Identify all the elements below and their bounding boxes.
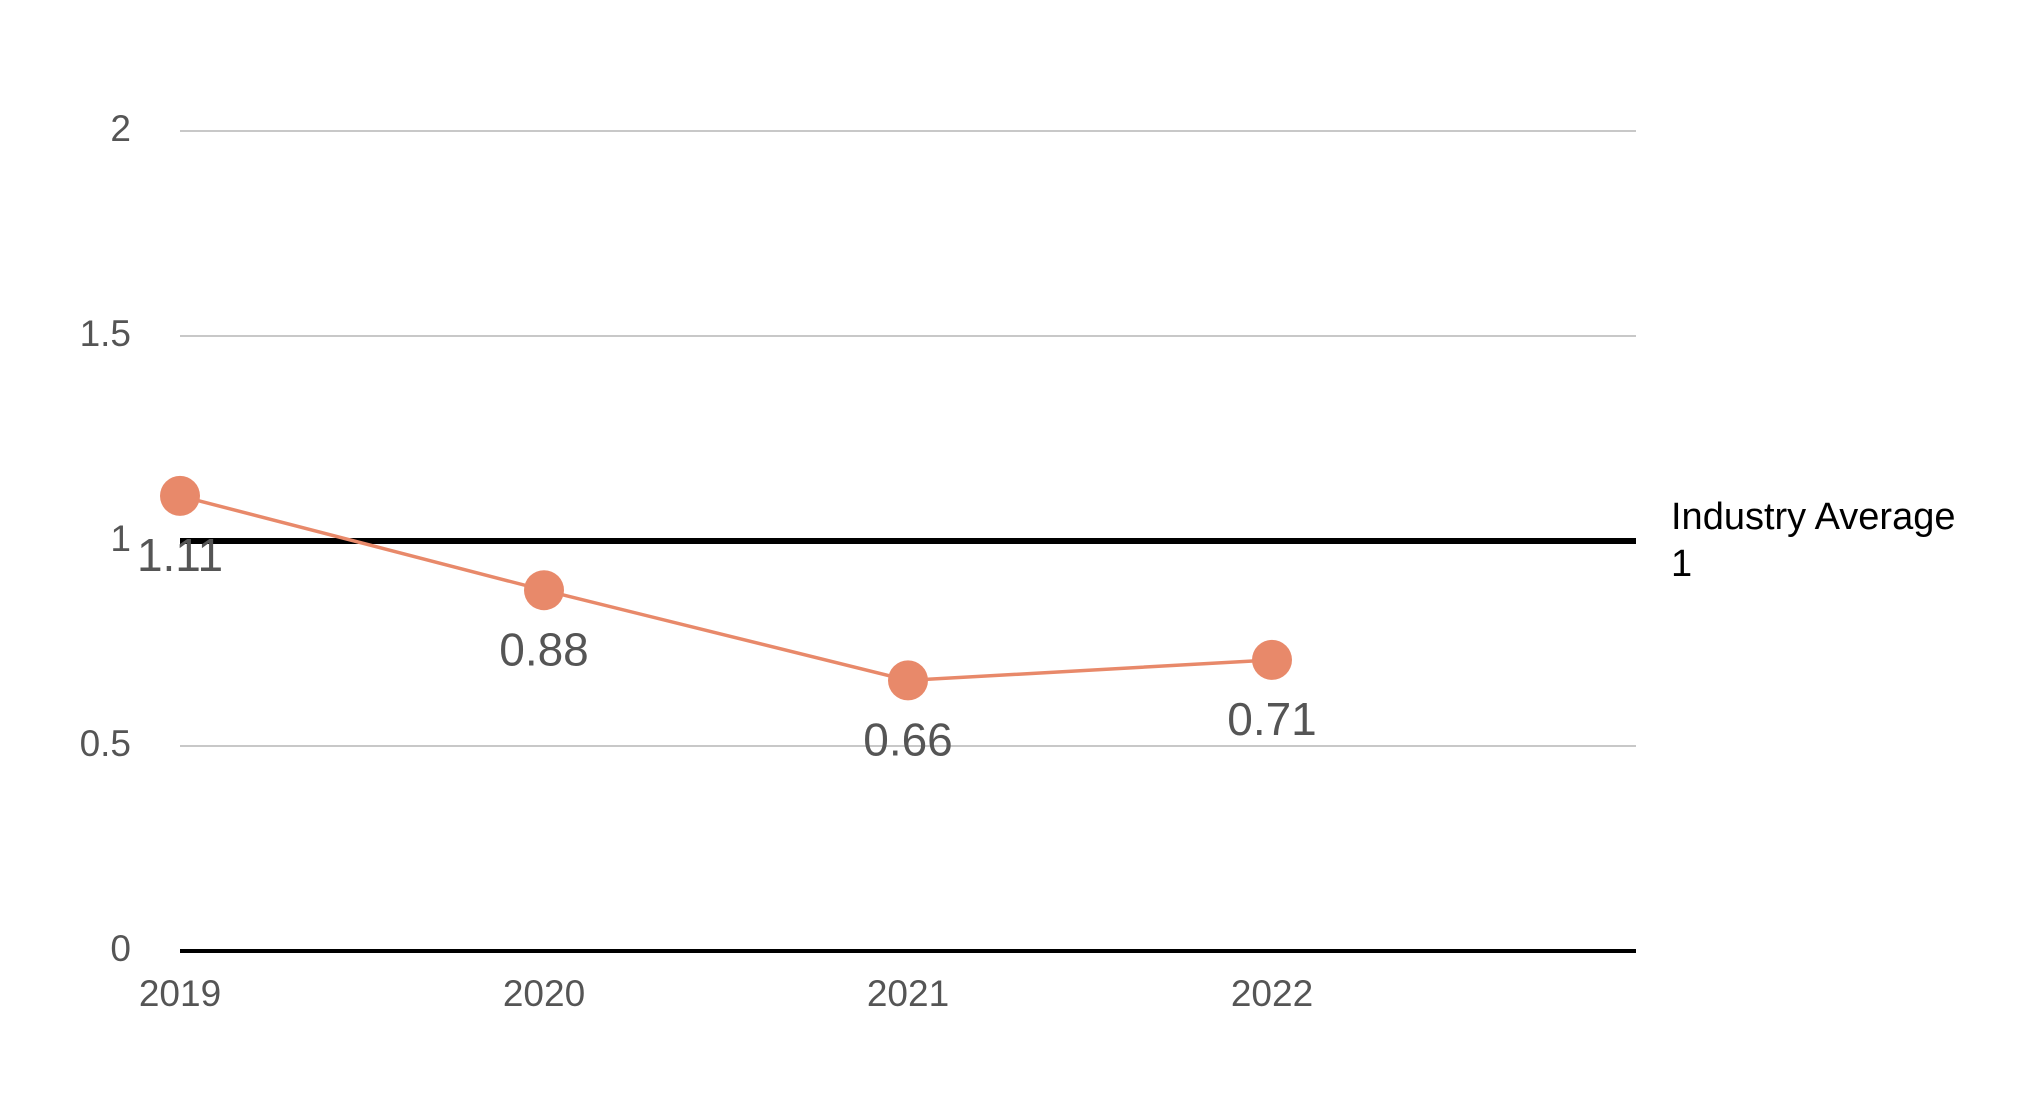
reference-label: Industry Average (1671, 496, 1955, 538)
y-tick-label: 1.5 (80, 313, 131, 354)
point (160, 475, 200, 516)
x-tick-label: 2021 (867, 973, 949, 1014)
data-label: 1.11 (137, 529, 223, 581)
y-tick-label: 0.5 (80, 723, 131, 764)
series-line (179, 494, 1273, 683)
x-tick-label: 2022 (1231, 973, 1313, 1014)
y-tick-label: 2 (110, 108, 131, 149)
x-tick-label: 2020 (503, 973, 585, 1014)
data-label: 0.66 (863, 714, 953, 766)
data-label: 0.71 (1227, 693, 1317, 745)
reference-value: 1 (1671, 543, 1692, 585)
point (524, 570, 564, 611)
y-tick-label: 0 (110, 928, 131, 969)
x-tick-label: 2019 (139, 973, 221, 1014)
y-tick-label: 1 (110, 518, 131, 559)
point (888, 660, 928, 701)
data-label: 0.88 (499, 623, 589, 675)
point (1252, 639, 1292, 680)
